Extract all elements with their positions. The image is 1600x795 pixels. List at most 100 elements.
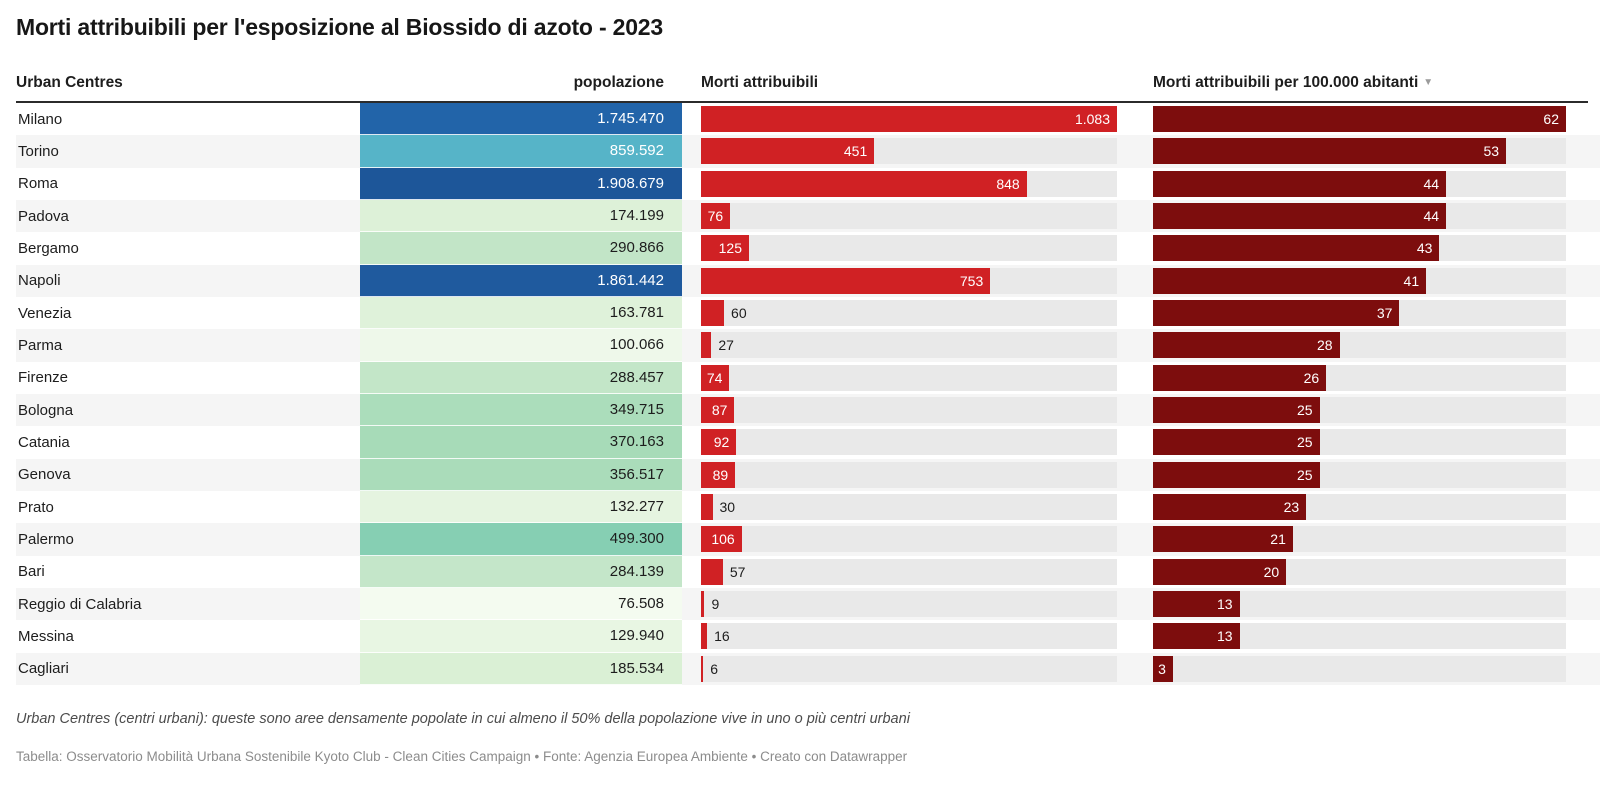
deaths-bar: 1.083 <box>701 106 1117 132</box>
rate-bar-track: 41 <box>1153 267 1566 294</box>
table-body: Milano 1.745.470 1.083 62 Torino 859.592 451 53… <box>16 103 1600 685</box>
column-header-morti-attribuibili[interactable]: Morti attribuibili <box>701 74 819 91</box>
rate-bar-track: 26 <box>1153 364 1566 391</box>
city-name: Bologna <box>18 401 74 419</box>
column-header-morti-per-100k-label: Morti attribuibili per 100.000 abitanti <box>1153 74 1419 91</box>
rate-bar-track: 25 <box>1153 461 1566 488</box>
rate-bar-track: 53 <box>1153 138 1566 165</box>
column-gap <box>682 168 701 200</box>
column-gap <box>682 232 701 264</box>
population-heatmap-cell: 356.517 <box>360 458 682 491</box>
deaths-value-label: 848 <box>996 175 1020 192</box>
rate-bar: 37 <box>1153 299 1400 326</box>
rate-value-label: 44 <box>1423 207 1440 224</box>
column-gap <box>1117 265 1153 297</box>
column-gap <box>1117 168 1153 200</box>
deaths-bar-track: 9 <box>701 590 1117 617</box>
column-gap <box>682 362 701 394</box>
population-heatmap-cell: 76.508 <box>360 587 682 621</box>
deaths-bar-track: 76 <box>701 202 1117 229</box>
deaths-bar-track: 753 <box>701 267 1117 294</box>
deaths-value-label: 27 <box>718 337 734 354</box>
rate-bar-track: 13 <box>1153 590 1566 617</box>
page-title: Morti attribuibili per l'esposizione al … <box>16 14 663 40</box>
column-gap <box>1117 362 1153 394</box>
column-gap <box>1117 620 1153 652</box>
table-row: Bergamo 290.866 125 43 <box>16 232 1600 265</box>
column-header-popolazione[interactable]: popolazione <box>573 74 664 91</box>
city-name: Palermo <box>18 530 74 548</box>
table-row: Bari 284.139 57 20 <box>16 555 1600 588</box>
city-name: Parma <box>18 336 63 354</box>
deaths-value-label: 125 <box>718 240 742 257</box>
rate-bar: 44 <box>1153 170 1447 197</box>
deaths-bar-track: 60 <box>701 299 1117 326</box>
rate-bar: 21 <box>1153 526 1293 553</box>
population-heatmap-cell: 132.277 <box>360 490 682 524</box>
population-heatmap-cell: 1.745.470 <box>360 103 682 136</box>
rate-bar: 23 <box>1153 493 1307 520</box>
rate-value-label: 37 <box>1376 304 1393 321</box>
deaths-bar-track: 92 <box>701 429 1117 456</box>
deaths-value-label: 76 <box>707 207 724 224</box>
column-gap <box>682 556 701 588</box>
table-row: Padova 174.199 76 44 <box>16 199 1600 233</box>
table-row: Genova 356.517 89 25 <box>16 458 1600 491</box>
column-gap <box>682 653 701 685</box>
column-gap <box>1117 135 1153 167</box>
city-name: Bergamo <box>18 239 79 257</box>
rate-bar: 28 <box>1153 332 1340 359</box>
population-heatmap-cell: 370.163 <box>360 426 682 459</box>
table-row: Bologna 349.715 87 25 <box>16 393 1600 427</box>
column-gap <box>682 588 701 620</box>
rate-bar: 13 <box>1153 623 1240 650</box>
rate-value-label: 62 <box>1543 111 1559 127</box>
deaths-bar-track: 848 <box>701 170 1117 197</box>
rate-bar-track: 44 <box>1153 202 1566 229</box>
deaths-value-label: 74 <box>706 369 723 386</box>
column-gap <box>682 200 701 232</box>
table-row: Roma 1.908.679 848 44 <box>16 167 1600 200</box>
deaths-bar-track: 74 <box>701 364 1117 391</box>
deaths-bar-track: 1.083 <box>701 106 1117 132</box>
deaths-value-label: 16 <box>714 628 730 645</box>
rate-bar-track: 62 <box>1153 106 1566 132</box>
column-gap <box>682 491 701 523</box>
deaths-bar-track: 57 <box>701 558 1117 585</box>
column-gap <box>1117 491 1153 523</box>
population-heatmap-cell: 1.861.442 <box>360 264 682 297</box>
column-header-urban-centres[interactable]: Urban Centres <box>16 74 123 91</box>
datawrapper-table-chart: Morti attribuibili per l'esposizione al … <box>16 14 1600 764</box>
rate-bar: 43 <box>1153 235 1440 262</box>
deaths-bar-track: 89 <box>701 461 1117 488</box>
table-row: Palermo 499.300 106 21 <box>16 523 1600 556</box>
deaths-bar <box>701 655 704 682</box>
rate-value-label: 26 <box>1303 369 1320 386</box>
deaths-bar: 451 <box>701 138 875 165</box>
column-gap <box>682 135 701 167</box>
city-name: Genova <box>18 466 71 484</box>
deaths-value-label: 106 <box>711 531 735 548</box>
city-name: Firenze <box>18 369 69 387</box>
population-heatmap-cell: 288.457 <box>360 361 682 394</box>
rate-bar: 25 <box>1153 429 1320 456</box>
table-row: Parma 100.066 27 28 <box>16 329 1600 362</box>
rate-value-label: 25 <box>1296 401 1313 418</box>
deaths-bar <box>701 493 713 520</box>
column-header-morti-per-100k[interactable]: Morti attribuibili per 100.000 abitanti ▼ <box>1153 74 1566 92</box>
rate-bar-track: 21 <box>1153 526 1566 553</box>
table-row: Torino 859.592 451 53 <box>16 135 1600 168</box>
rate-value-label: 3 <box>1158 660 1166 677</box>
rate-bar: 13 <box>1153 590 1240 617</box>
rate-bar: 25 <box>1153 461 1320 488</box>
deaths-value-label: 1.083 <box>1074 111 1110 127</box>
column-gap <box>682 103 701 135</box>
deaths-bar-track: 125 <box>701 235 1117 262</box>
table-row: Cagliari 185.534 6 3 <box>16 652 1600 685</box>
rate-bar-track: 25 <box>1153 429 1566 456</box>
rate-bar-track: 28 <box>1153 332 1566 359</box>
population-heatmap-cell: 290.866 <box>360 232 682 265</box>
deaths-bar <box>701 558 723 585</box>
city-name: Padova <box>18 207 69 225</box>
deaths-bar-track: 27 <box>701 332 1117 359</box>
